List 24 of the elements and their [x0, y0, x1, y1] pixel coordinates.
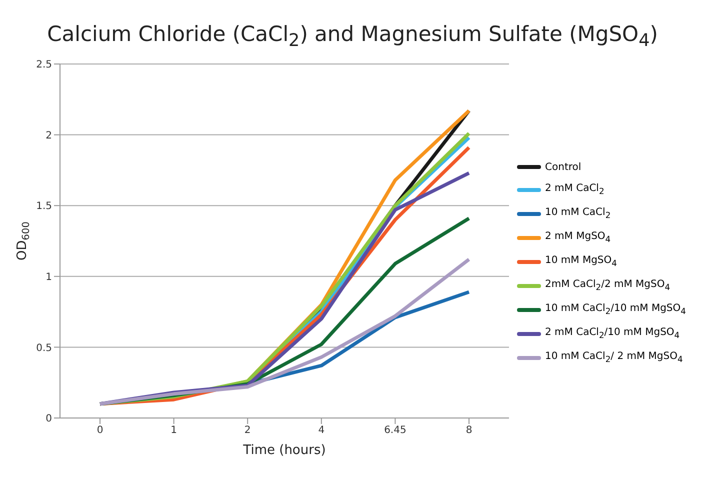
legend-label: 10 mM CaCl$_{2}$/10 mM MgSO$_{4}$	[545, 302, 686, 318]
line-series	[98, 258, 471, 406]
y-tick-label: 1	[46, 272, 52, 283]
y-tick-label: 2	[46, 130, 52, 142]
y-tick-label: 1.5	[36, 201, 52, 212]
legend-label: 10 mM CaCl$_{2}$	[545, 206, 611, 222]
legend-label: 2mM CaCl$_{2}$/2 mM MgSO$_{4}$	[545, 278, 670, 294]
legend-label: 2 mM CaCl$_{2}$/10 mM MgSO$_{4}$	[545, 326, 680, 342]
legend-label: 10 mM CaCl$_{2}$/ 2 mM MgSO$_{4}$	[545, 350, 683, 366]
y-tick-label: 0.5	[36, 342, 52, 354]
legend-label: 2 mM CaCl$_{2}$	[545, 182, 604, 198]
x-axis-title: Time (hours)	[242, 443, 326, 458]
x-tick-label: 1	[170, 425, 177, 436]
chart-title: Calcium Chloride (CaCl$_{2}$) and Magnesium Sulfate (MgSO$_{4}$)	[46, 21, 659, 54]
x-tick-label: 8	[466, 425, 472, 436]
legend-label: 10 mM MgSO$_{4}$	[545, 254, 617, 270]
legend-label: 2 mM MgSO$_{4}$	[545, 230, 611, 246]
y-tick-label: 0	[46, 414, 52, 425]
y-tick-label: 2.5	[36, 60, 52, 71]
x-tick-label: 4	[318, 425, 325, 436]
x-tick-label: 6.45	[384, 425, 406, 436]
legend-label: Control	[545, 160, 582, 174]
x-tick-label: 0	[96, 425, 104, 436]
x-tick-label: 2	[244, 425, 251, 436]
